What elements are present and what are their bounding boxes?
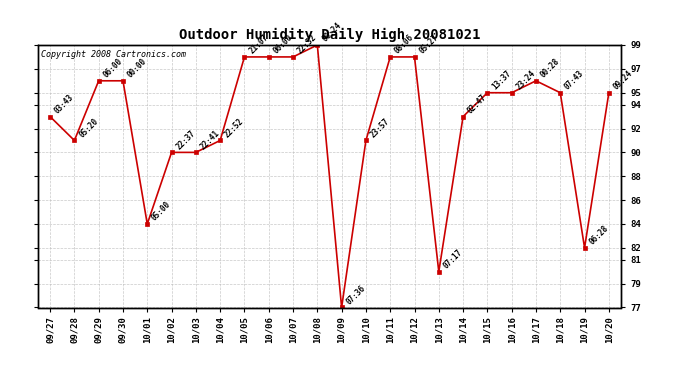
Text: 05:20: 05:20 xyxy=(77,116,100,139)
Text: 07:43: 07:43 xyxy=(563,69,586,92)
Text: 09:24: 09:24 xyxy=(611,69,634,92)
Text: 00:28: 00:28 xyxy=(539,57,562,80)
Text: 07:36: 07:36 xyxy=(344,284,367,306)
Text: Copyright 2008 Cartronics.com: Copyright 2008 Cartronics.com xyxy=(41,50,186,59)
Text: 08:06: 08:06 xyxy=(393,33,415,56)
Text: 22:37: 22:37 xyxy=(175,128,197,151)
Text: 22:32: 22:32 xyxy=(296,33,319,56)
Text: 03:43: 03:43 xyxy=(53,93,76,115)
Text: 06:00: 06:00 xyxy=(272,33,294,56)
Text: 13:37: 13:37 xyxy=(490,69,513,92)
Text: 06:00: 06:00 xyxy=(101,57,124,80)
Text: 21:07: 21:07 xyxy=(247,33,270,56)
Text: 23:24: 23:24 xyxy=(515,69,538,92)
Title: Outdoor Humidity Daily High 20081021: Outdoor Humidity Daily High 20081021 xyxy=(179,28,480,42)
Text: 02:47: 02:47 xyxy=(466,93,489,115)
Text: 07:17: 07:17 xyxy=(442,248,464,270)
Text: 22:41: 22:41 xyxy=(199,128,221,151)
Text: 06:28: 06:28 xyxy=(587,224,610,246)
Text: 00:00: 00:00 xyxy=(126,57,148,80)
Text: 23:57: 23:57 xyxy=(368,116,391,139)
Text: 22:52: 22:52 xyxy=(223,116,246,139)
Text: 05:27: 05:27 xyxy=(417,33,440,56)
Text: 00:24: 00:24 xyxy=(320,21,343,44)
Text: 05:00: 05:00 xyxy=(150,200,172,223)
